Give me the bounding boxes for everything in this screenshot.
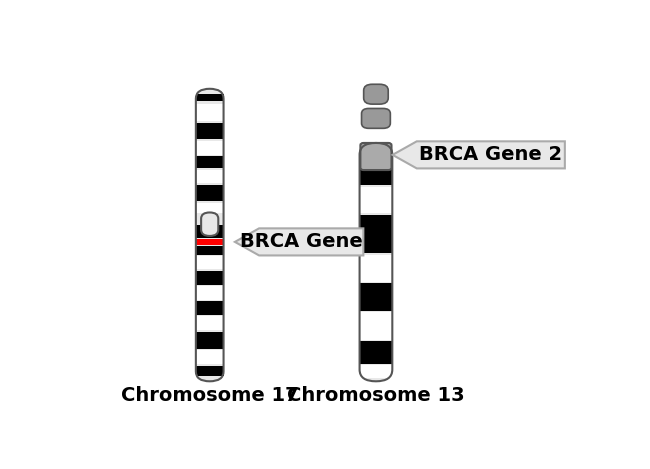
Bar [196,350,224,364]
Bar [371,98,380,101]
Bar [196,225,224,238]
Bar [196,257,224,269]
Bar [196,286,224,300]
Bar [359,255,393,282]
Bar [359,312,393,340]
Bar [196,104,224,121]
Bar [359,365,393,378]
Bar [371,109,380,112]
Text: Chromosome 13: Chromosome 13 [287,386,465,405]
Bar [196,239,224,245]
Text: BRCA Gene 2: BRCA Gene 2 [419,145,562,164]
Bar [196,246,224,255]
Bar [359,145,393,165]
FancyBboxPatch shape [196,89,224,381]
Bar [359,283,393,311]
FancyBboxPatch shape [201,212,218,236]
FancyBboxPatch shape [363,84,388,104]
Bar [196,94,224,101]
Bar [196,316,224,330]
Bar [196,123,224,139]
Bar [196,170,224,183]
Bar [359,187,393,213]
FancyBboxPatch shape [359,143,393,381]
Bar [196,203,224,212]
Bar [196,271,224,285]
Bar [196,332,224,349]
Polygon shape [393,141,565,168]
FancyBboxPatch shape [360,143,391,170]
Bar [196,156,224,168]
Bar [359,166,393,185]
FancyBboxPatch shape [361,108,391,129]
Bar [359,341,393,364]
Polygon shape [235,228,363,256]
Bar [196,366,224,376]
Bar [196,301,224,315]
Bar [359,215,393,253]
Text: Chromosome 17: Chromosome 17 [121,386,298,405]
Text: BRCA Gene 1: BRCA Gene 1 [240,233,383,251]
Bar [196,185,224,201]
Bar [196,141,224,154]
